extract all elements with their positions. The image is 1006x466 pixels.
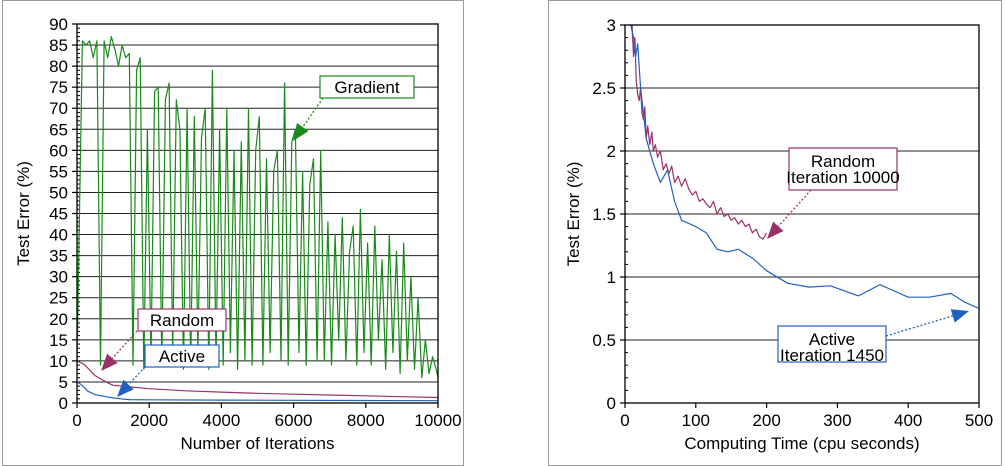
annotation-random-box	[788, 147, 898, 191]
y-tick-label: 65	[49, 120, 68, 139]
y-tick-label: 90	[49, 15, 68, 34]
x-tick-label: 400	[894, 411, 922, 430]
chart-cpu-time: 0 100 200 300 400 500 0 0.5 1 1.5 2 2.5 3 Computing T…	[564, 16, 993, 453]
x-axis-label: Computing Time (cpu seconds)	[684, 434, 919, 453]
annotation-gradient-arrow-line	[302, 97, 324, 128]
annotation-random-arrow-line	[777, 189, 812, 227]
annotation-active-arrow	[117, 366, 146, 397]
y-tick-label: 1	[607, 268, 616, 287]
series-active	[630, 24, 980, 310]
series-random	[631, 24, 768, 240]
annotation-random-arrow-head	[101, 353, 118, 371]
annotation-gradient-arrow-head	[293, 123, 309, 141]
annotation-gradient: Gradient	[319, 75, 415, 99]
annotation-random-arrow-head	[767, 221, 784, 239]
y-tick-label: 60	[49, 141, 68, 160]
annotation-gradient-label: Gradient	[334, 78, 399, 97]
y-tick-label: 5	[59, 373, 68, 392]
annotation-gradient-box	[319, 75, 415, 99]
y-tick-label: 20	[49, 310, 68, 329]
annotation-active-arrow	[885, 309, 969, 337]
y-tick-label: 30	[49, 268, 68, 287]
chart-panel-cpu-time: 0 100 200 300 400 500 0 0.5 1 1.5 2 2.5 3 Computing T…	[548, 0, 1002, 466]
x-tick-label: 0	[72, 411, 81, 430]
y-tick-label: 70	[49, 99, 68, 118]
y-tick-label: 0	[607, 394, 616, 413]
x-tick-label: 500	[965, 411, 993, 430]
annotation-random-label: Random	[150, 311, 214, 330]
annotation-gradient-arrow	[293, 97, 324, 141]
annotation-active-sublabel: Iteration 1450	[780, 346, 884, 365]
annotation-active: Active	[144, 344, 220, 368]
x-tick-label: 8000	[347, 411, 385, 430]
y-tick-label: 3	[607, 16, 616, 35]
chart-iterations: 0 2000 4000 6000 8000 10000051015202530354045…	[14, 15, 462, 453]
y-tick-label: 55	[49, 162, 68, 181]
series-active	[76, 381, 439, 402]
annotation-active-arrow-head	[950, 309, 969, 323]
annotation-random: Random	[137, 308, 227, 332]
x-tick-label: 6000	[275, 411, 313, 430]
x-tick-label: 2000	[130, 411, 168, 430]
annotation-random-sublabel: Iteration 10000	[786, 168, 899, 187]
x-tick-label: 200	[752, 411, 780, 430]
y-tick-label: 2.5	[592, 79, 616, 98]
y-tick-label: 0.5	[592, 331, 616, 350]
y-tick-label: 0	[59, 394, 68, 413]
y-tick-label: 45	[49, 205, 68, 224]
annotation-active-label: Active	[159, 347, 205, 366]
x-tick-label: 4000	[202, 411, 240, 430]
annotation-active-box	[144, 344, 220, 368]
y-tick-label: 40	[49, 226, 68, 245]
y-tick-label: 85	[49, 36, 68, 55]
x-tick-label: 0	[620, 411, 629, 430]
chart-panel-iterations: 0 2000 4000 6000 8000 10000 0 5 10 15 20 25 30 35 40 45…	[2, 0, 464, 466]
y-tick-label: 75	[49, 78, 68, 97]
y-tick-label: 1.5	[592, 205, 616, 224]
y-tick-label: 2	[607, 142, 616, 161]
x-tick-label: 300	[823, 411, 851, 430]
annotation-random-arrow	[101, 330, 138, 371]
y-tick-label: 10	[49, 352, 68, 371]
y-tick-label: 15	[49, 331, 68, 350]
x-tick-label: 10000	[414, 411, 461, 430]
series-gradient	[76, 35, 439, 379]
y-tick-label: 80	[49, 57, 68, 76]
annotation-active-arrow-head	[117, 379, 134, 397]
y-axis-label: Test Error (%)	[14, 161, 33, 266]
series-random	[76, 360, 439, 399]
y-tick-label: 35	[49, 247, 68, 266]
annotation-active-label: Active	[809, 330, 855, 349]
x-axis-label: Number of Iterations	[180, 434, 334, 453]
y-axis-label: Test Error (%)	[564, 162, 583, 267]
y-tick-label: 25	[49, 289, 68, 308]
annotation-random-label: Random	[811, 152, 875, 171]
annotation-active-arrow-line	[128, 366, 146, 386]
annotation-random-arrow	[767, 189, 812, 239]
annotation-random-box	[137, 308, 227, 332]
y-tick-label: 50	[49, 183, 68, 202]
annotation-active-box	[777, 325, 887, 363]
x-tick-label: 100	[682, 411, 710, 430]
annotation-active-arrow-line	[885, 315, 953, 337]
